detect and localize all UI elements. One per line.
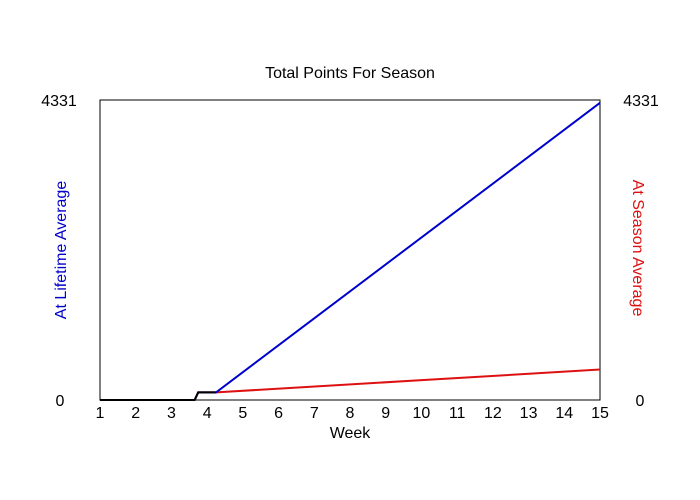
y-right-min-label: 0 bbox=[636, 393, 645, 410]
series-layer bbox=[100, 102, 601, 401]
x-tick-label: 1 bbox=[96, 405, 105, 422]
x-tick-label: 2 bbox=[131, 405, 140, 422]
x-tick-label: 6 bbox=[274, 405, 283, 422]
x-tick-label: 15 bbox=[591, 405, 609, 422]
x-tick-label: 8 bbox=[346, 405, 355, 422]
x-tick-label: 5 bbox=[238, 405, 247, 422]
x-tick-label: 7 bbox=[310, 405, 319, 422]
y-left-max-label: 4331 bbox=[41, 93, 77, 110]
x-axis-label: Week bbox=[330, 425, 372, 442]
series-line-shared-segment bbox=[100, 391, 217, 401]
y-axis-label-right: At Season Average bbox=[629, 180, 646, 317]
x-tick-label: 3 bbox=[167, 405, 176, 422]
x-tick-label: 4 bbox=[203, 405, 212, 422]
x-tick-label: 10 bbox=[413, 405, 431, 422]
x-tick-label: 13 bbox=[520, 405, 538, 422]
y-right-max-label: 4331 bbox=[623, 93, 659, 110]
y-axis-label-left: At Lifetime Average bbox=[53, 181, 70, 320]
y-left-min-label: 0 bbox=[56, 393, 65, 410]
x-tick-label: 11 bbox=[449, 405, 466, 422]
x-tick-label: 9 bbox=[381, 405, 390, 422]
plot-area-frame bbox=[99, 99, 601, 401]
x-axis-ticks: 1 2 3 4 5 6 7 8 9 10 11 12 13 14 15 bbox=[96, 405, 609, 422]
x-tick-label: 12 bbox=[484, 405, 502, 422]
x-tick-label: 14 bbox=[555, 405, 573, 422]
chart-title: Total Points For Season bbox=[265, 65, 435, 82]
